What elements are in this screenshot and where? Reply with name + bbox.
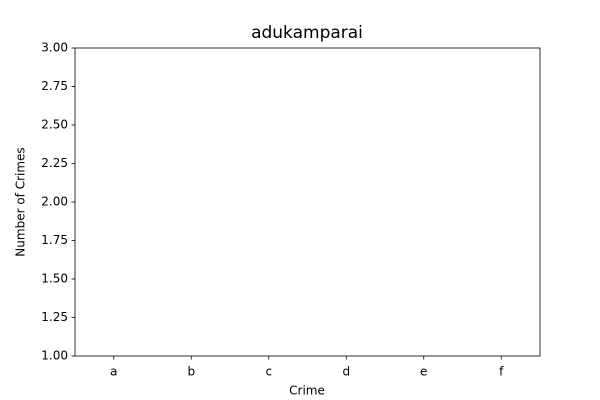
y-tick-label: 2.75 xyxy=(41,79,68,93)
x-tick-label: b xyxy=(187,365,195,379)
y-tick-label: 3.00 xyxy=(41,41,68,55)
x-axis-label: Crime xyxy=(289,384,325,398)
x-tick-label: a xyxy=(110,365,117,379)
x-tick-label: e xyxy=(420,365,427,379)
y-tick-label: 1.75 xyxy=(41,233,68,247)
y-axis-label: Number of Crimes xyxy=(14,147,28,256)
x-tick-label: c xyxy=(265,365,272,379)
y-tick-label: 2.50 xyxy=(41,118,68,132)
y-tick-label: 2.00 xyxy=(41,195,68,209)
plot-frame xyxy=(74,47,541,357)
y-tick-label: 1.50 xyxy=(41,272,68,286)
chart-title: adukamparai xyxy=(251,23,363,43)
y-tick-label: 1.25 xyxy=(41,310,68,324)
y-tick-label: 2.25 xyxy=(41,156,68,170)
x-tick-label: f xyxy=(499,365,504,379)
x-tick-label: d xyxy=(342,365,350,379)
y-tick-label: 1.00 xyxy=(41,349,68,363)
